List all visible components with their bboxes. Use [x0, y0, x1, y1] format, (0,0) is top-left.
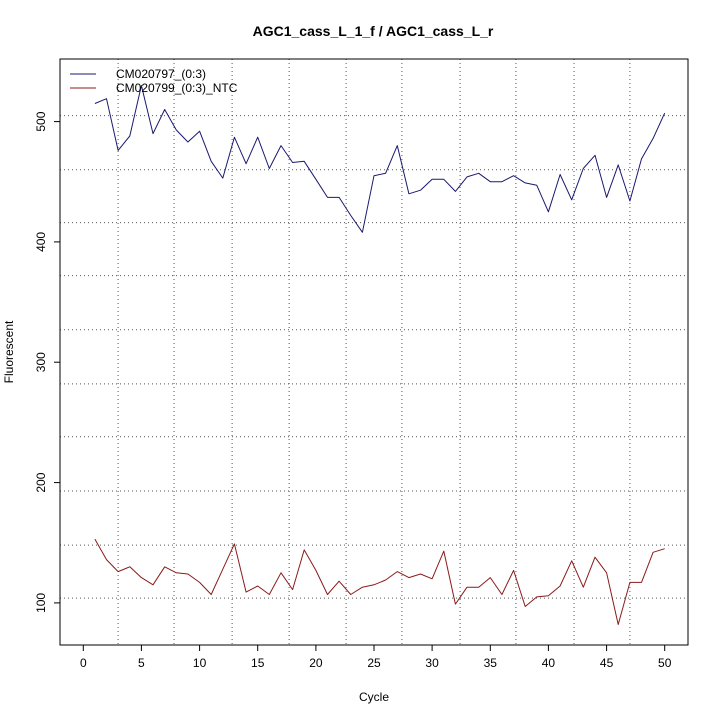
legend: CM020797_(0:3) CM020799_(0:3)_NTC [70, 67, 238, 95]
y-tick-label: 500 [34, 111, 48, 131]
series-layer [94, 85, 666, 625]
y-axis-label: Fluorescent [2, 320, 16, 383]
x-tick-label: 10 [193, 656, 207, 670]
series-line-1 [94, 85, 666, 233]
y-tick-label: 100 [34, 593, 48, 613]
x-tick-label: 20 [309, 656, 323, 670]
y-tick-label: 300 [34, 352, 48, 372]
x-tick-label: 50 [658, 656, 672, 670]
x-tick-label: 5 [138, 656, 145, 670]
x-tick-label: 25 [367, 656, 381, 670]
chart-title: AGC1_cass_L_1_f / AGC1_cass_L_r [253, 23, 494, 39]
x-tick-label: 35 [484, 656, 498, 670]
grid [60, 59, 688, 645]
x-tick-label: 15 [251, 656, 265, 670]
legend-label-series-2: CM020799_(0:3)_NTC [116, 81, 238, 95]
x-tick-label: 30 [425, 656, 439, 670]
y-axis: 100 200 300 400 500 [34, 111, 61, 613]
legend-label-series-1: CM020797_(0:3) [116, 67, 206, 81]
x-tick-label: 45 [600, 656, 614, 670]
x-axis: 0 5 10 15 20 25 30 35 40 45 50 [80, 644, 672, 670]
x-axis-label: Cycle [359, 690, 389, 704]
x-tick-label: 0 [80, 656, 87, 670]
y-tick-label: 400 [34, 232, 48, 252]
x-tick-label: 40 [542, 656, 556, 670]
series-line-2 [94, 538, 665, 625]
plot-frame [59, 58, 689, 646]
y-tick-label: 200 [34, 472, 48, 492]
